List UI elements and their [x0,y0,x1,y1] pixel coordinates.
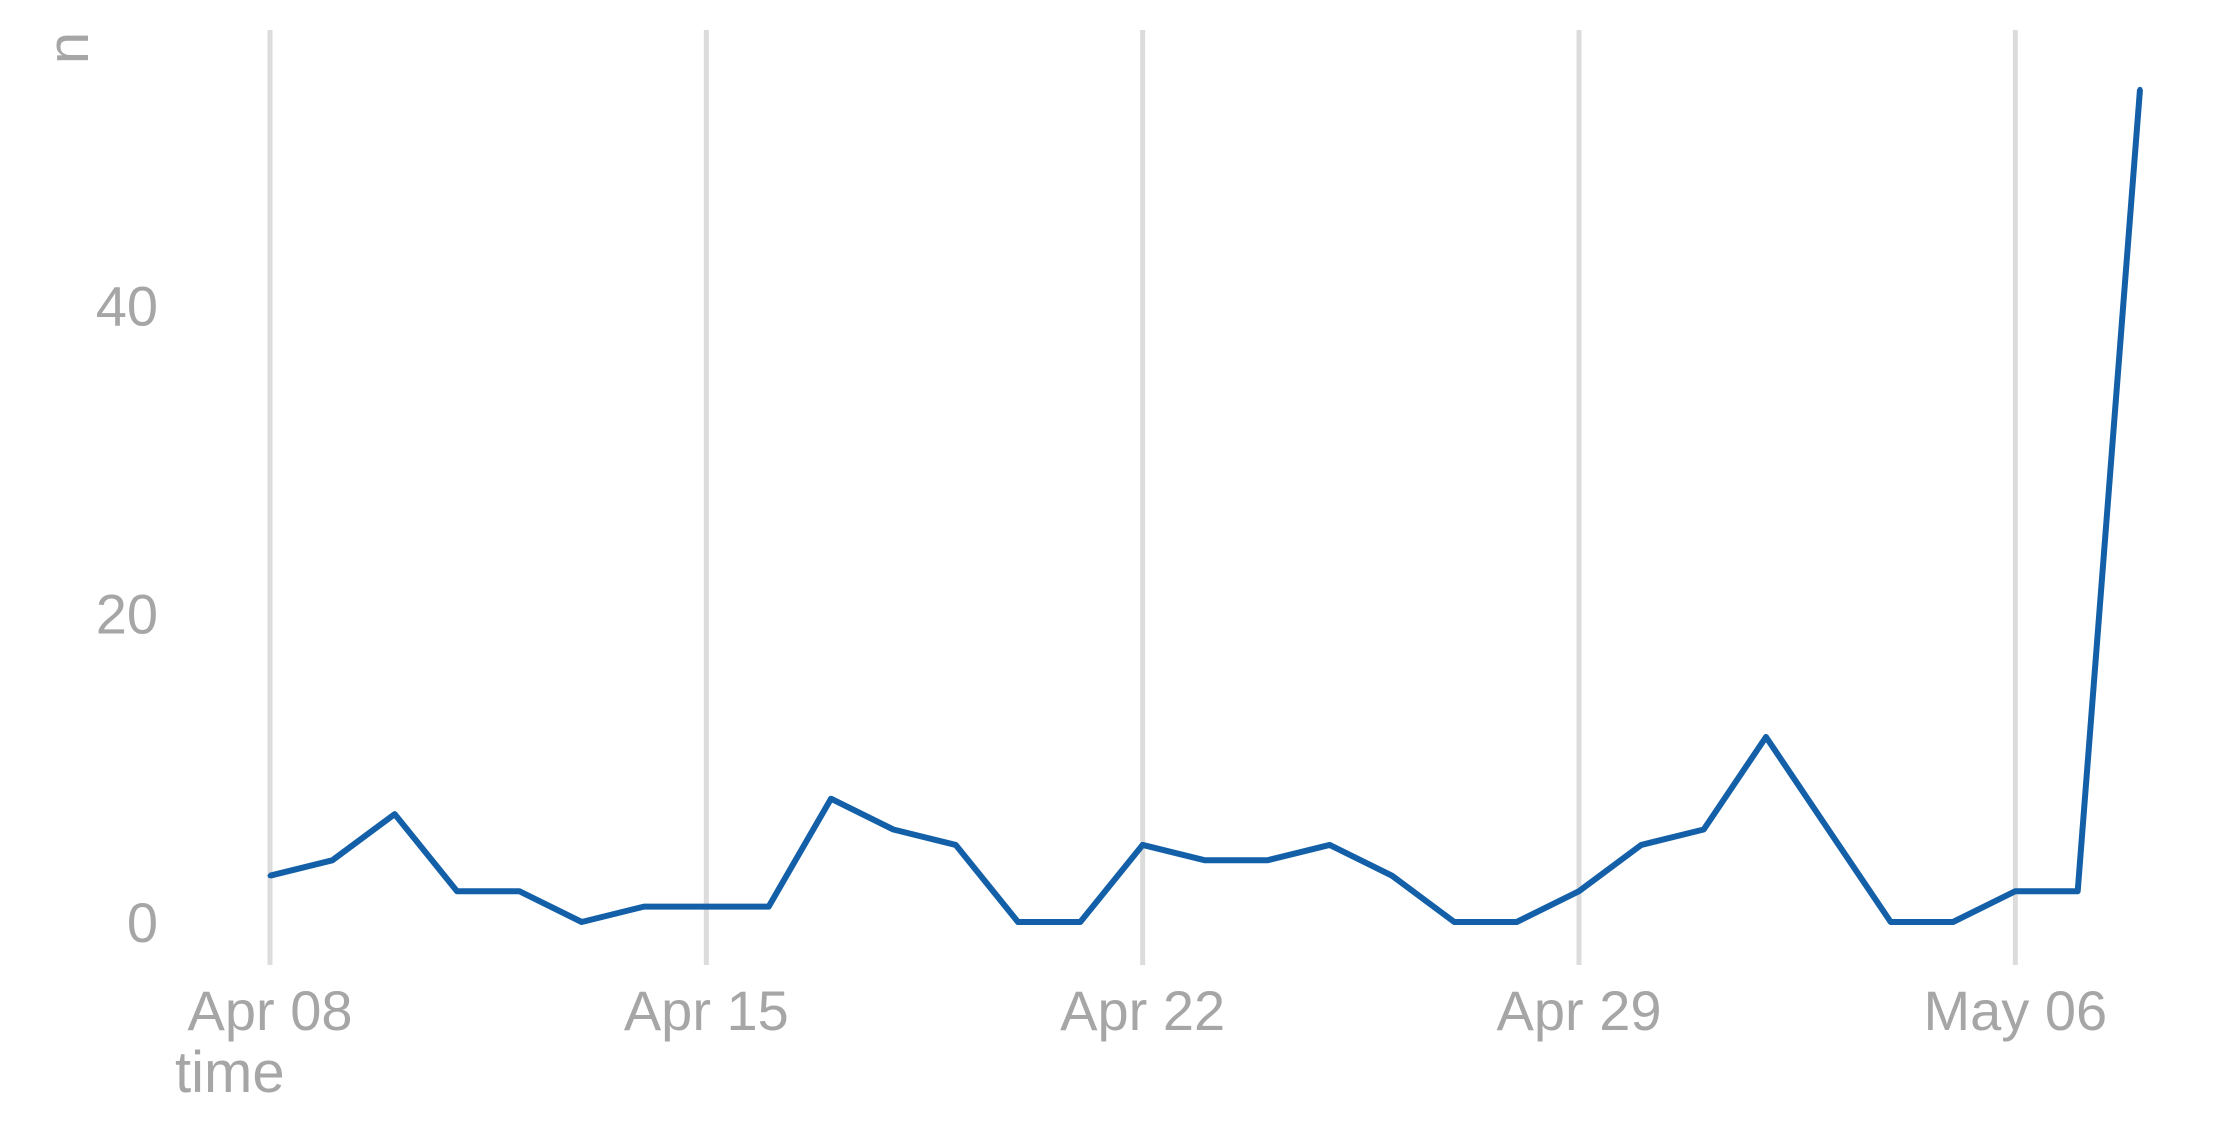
series-layer [267,86,2143,925]
data-point [2012,888,2018,894]
data-point [1576,888,1582,894]
data-point [1701,826,1707,832]
data-point [890,826,896,832]
data-point [703,904,709,910]
data-point [1638,842,1644,848]
data-point [1888,919,1894,925]
data-point [579,919,585,925]
data-point [1389,873,1395,879]
data-point [1825,826,1831,832]
x-tick-label: Apr 15 [624,979,789,1042]
data-point [1264,857,1270,863]
data-point [1950,919,1956,925]
data-point [329,857,335,863]
data-point [828,796,834,802]
data-point [1202,857,1208,863]
data-point [1015,919,1021,925]
data-point [1451,919,1457,925]
data-point [392,811,398,817]
y-axis-title: n [36,32,101,64]
data-point [2075,888,2081,894]
data-point [766,904,772,910]
x-tick-label: Apr 29 [1497,979,1662,1042]
data-point [2137,86,2143,92]
data-point [953,842,959,848]
data-point [1514,919,1520,925]
y-tick-label: 0 [127,891,158,954]
data-point [516,888,522,894]
x-tick-label: Apr 08 [188,979,353,1042]
y-axis-ticks: 0 20 40 [96,274,158,954]
data-point [1763,734,1769,740]
data-point [1077,919,1083,925]
x-axis-ticks: Apr 08 Apr 15 Apr 22 Apr 29 May 06 [188,979,2108,1042]
data-point [1140,842,1146,848]
gridlines [267,30,2018,965]
data-point [641,904,647,910]
y-tick-label: 40 [96,274,158,337]
data-point [267,873,273,879]
x-axis-title: time [175,1040,285,1105]
data-point [1327,842,1333,848]
y-tick-label: 20 [96,583,158,646]
x-tick-label: Apr 22 [1060,979,1225,1042]
series-line [269,89,2143,925]
data-point [454,888,460,894]
x-tick-label: May 06 [1924,979,2108,1042]
